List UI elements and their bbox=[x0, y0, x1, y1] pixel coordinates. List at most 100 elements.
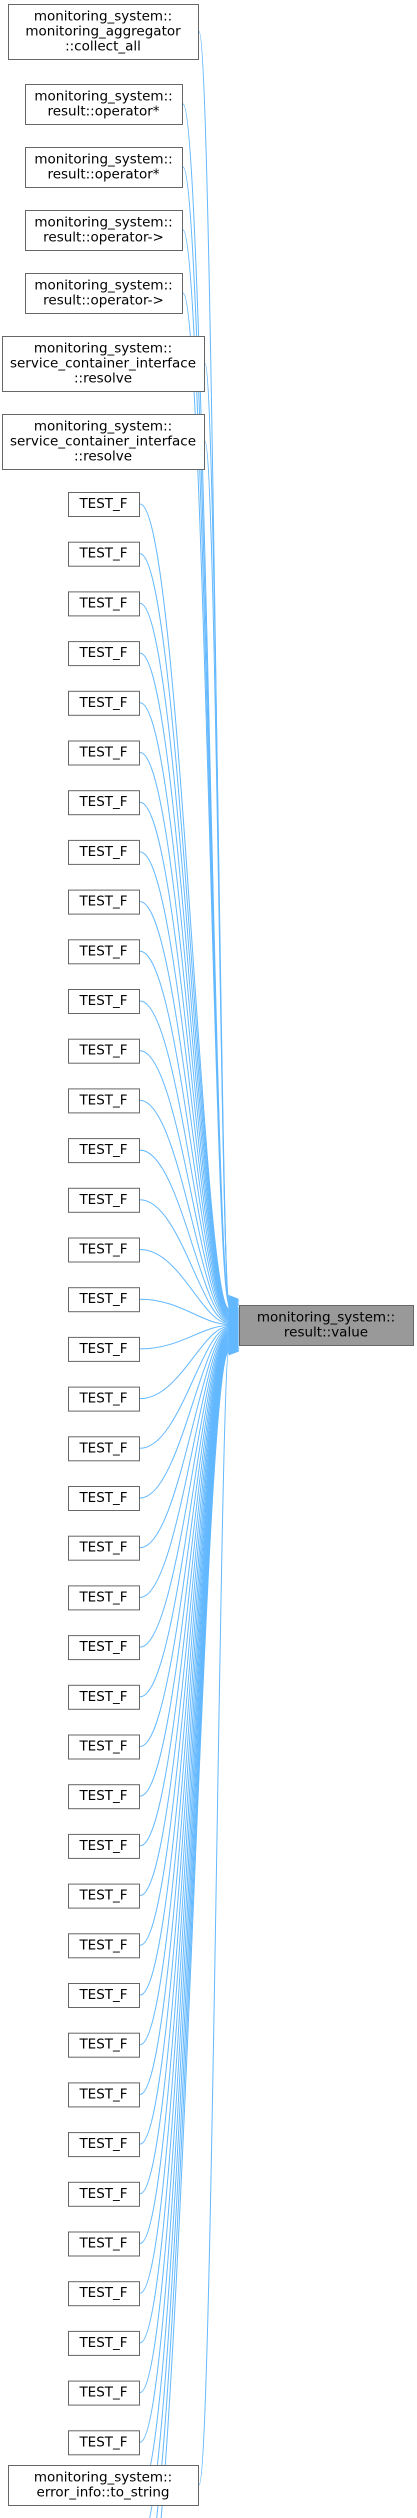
caller-node[interactable]: TEST_F bbox=[69, 2182, 140, 2206]
caller-node-label: TEST_F bbox=[78, 1589, 127, 1605]
caller-node[interactable]: TEST_F bbox=[69, 2033, 140, 2057]
target-node-label: monitoring_system:: bbox=[257, 1310, 395, 1326]
call-edge bbox=[140, 504, 229, 1309]
caller-node[interactable]: TEST_F bbox=[69, 1934, 140, 1958]
caller-node[interactable]: TEST_F bbox=[69, 2133, 140, 2157]
caller-node[interactable]: TEST_F bbox=[69, 1089, 140, 1113]
caller-node-label: monitoring_system:: bbox=[34, 89, 172, 105]
caller-node[interactable]: TEST_F bbox=[69, 1487, 140, 1511]
caller-node[interactable]: TEST_F bbox=[69, 1785, 140, 1809]
caller-node[interactable]: TEST_F bbox=[69, 1437, 140, 1461]
caller-node[interactable]: monitoring_system::result::operator* bbox=[26, 85, 183, 125]
caller-node-label: ::collect_all bbox=[65, 39, 141, 55]
caller-node[interactable]: TEST_F bbox=[69, 1735, 140, 1759]
caller-node-label: TEST_F bbox=[78, 1440, 127, 1456]
caller-node-label: result::operator* bbox=[47, 167, 159, 183]
caller-node-label: TEST_F bbox=[78, 1242, 127, 1258]
caller-node-label: TEST_F bbox=[78, 1937, 127, 1953]
caller-node-label: ::resolve bbox=[74, 371, 132, 387]
caller-node-label: TEST_F bbox=[78, 1888, 127, 1904]
caller-node-label: monitoring_system:: bbox=[34, 152, 172, 168]
caller-node-label: TEST_F bbox=[78, 1142, 127, 1158]
caller-node[interactable]: monitoring_system::service_container_int… bbox=[3, 415, 205, 470]
caller-node-label: TEST_F bbox=[78, 595, 127, 611]
caller-node-label: TEST_F bbox=[78, 2086, 127, 2102]
caller-node[interactable]: TEST_F bbox=[69, 890, 140, 914]
caller-node[interactable]: TEST_F bbox=[69, 990, 140, 1014]
caller-node[interactable]: TEST_F bbox=[69, 2083, 140, 2107]
caller-node-label: TEST_F bbox=[78, 1391, 127, 1407]
caller-node[interactable]: TEST_F bbox=[69, 1884, 140, 1908]
caller-node[interactable]: TEST_F bbox=[69, 1139, 140, 1163]
caller-node-label: TEST_F bbox=[78, 546, 127, 562]
caller-node-label: monitoring_system:: bbox=[34, 215, 172, 231]
caller-node-label: TEST_F bbox=[78, 794, 127, 810]
caller-node[interactable]: TEST_F bbox=[69, 592, 140, 616]
caller-node[interactable]: TEST_F bbox=[69, 2431, 140, 2455]
call-edge bbox=[140, 1150, 229, 1321]
edges-layer bbox=[140, 32, 238, 2518]
target-node[interactable]: monitoring_system::result::value bbox=[240, 1306, 414, 1346]
caller-node-label: result::operator-> bbox=[43, 230, 164, 246]
caller-node[interactable]: TEST_F bbox=[69, 1188, 140, 1212]
caller-node[interactable]: monitoring_system::result::operator* bbox=[26, 148, 183, 188]
caller-node-label: TEST_F bbox=[78, 1092, 127, 1108]
caller-node-label: monitoring_system:: bbox=[34, 419, 172, 435]
caller-node[interactable]: TEST_F bbox=[69, 642, 140, 666]
caller-node-label: monitoring_aggregator bbox=[25, 24, 181, 40]
caller-node-label: TEST_F bbox=[78, 1341, 127, 1357]
caller-node[interactable]: TEST_F bbox=[69, 1834, 140, 1858]
caller-node[interactable]: TEST_F bbox=[69, 741, 140, 765]
caller-node[interactable]: TEST_F bbox=[69, 1238, 140, 1262]
caller-node-label: TEST_F bbox=[78, 844, 127, 860]
caller-node[interactable]: TEST_F bbox=[69, 1685, 140, 1709]
caller-node-label: TEST_F bbox=[78, 2385, 127, 2401]
caller-node[interactable]: TEST_F bbox=[69, 1636, 140, 1660]
caller-node-label: TEST_F bbox=[78, 1838, 127, 1854]
caller-node[interactable]: TEST_F bbox=[69, 542, 140, 566]
caller-node[interactable]: TEST_F bbox=[69, 940, 140, 964]
caller-node-label: TEST_F bbox=[78, 943, 127, 959]
caller-node[interactable]: TEST_F bbox=[69, 2282, 140, 2306]
caller-node[interactable]: monitoring_system::monitoring_aggregator… bbox=[9, 5, 199, 60]
caller-node[interactable]: TEST_F bbox=[69, 2331, 140, 2355]
caller-node[interactable]: TEST_F bbox=[69, 1984, 140, 2008]
caller-node[interactable]: TEST_F bbox=[69, 1288, 140, 1312]
caller-node-label: TEST_F bbox=[78, 1689, 127, 1705]
caller-node-label: TEST_F bbox=[78, 894, 127, 910]
caller-node[interactable]: TEST_F bbox=[69, 1337, 140, 1361]
caller-node-label: monitoring_system:: bbox=[34, 278, 172, 294]
caller-node-label: error_info::to_string bbox=[37, 2485, 170, 2501]
caller-node-label: monitoring_system:: bbox=[34, 2470, 172, 2486]
caller-node[interactable]: TEST_F bbox=[69, 1039, 140, 1063]
caller-node-label: TEST_F bbox=[78, 1192, 127, 1208]
caller-node[interactable]: monitoring_system::service_container_int… bbox=[3, 337, 205, 392]
caller-node-label: TEST_F bbox=[78, 2434, 127, 2450]
caller-node[interactable]: monitoring_system::result::operator-> bbox=[26, 274, 183, 314]
caller-node-label: ::resolve bbox=[74, 449, 132, 465]
caller-node-label: TEST_F bbox=[78, 695, 127, 711]
caller-node-label: result::operator-> bbox=[43, 293, 164, 309]
caller-node[interactable]: TEST_F bbox=[69, 2232, 140, 2256]
caller-node[interactable]: TEST_F bbox=[69, 791, 140, 815]
caller-node[interactable]: monitoring_system::error_info::to_string bbox=[9, 2466, 199, 2506]
caller-node-label: service_container_interface bbox=[10, 434, 196, 450]
caller-node-label: service_container_interface bbox=[10, 356, 196, 372]
caller-node[interactable]: TEST_F bbox=[69, 2381, 140, 2405]
caller-node[interactable]: TEST_F bbox=[69, 1586, 140, 1610]
caller-node-label: TEST_F bbox=[78, 993, 127, 1009]
caller-node[interactable]: TEST_F bbox=[69, 493, 140, 517]
caller-node[interactable]: TEST_F bbox=[69, 840, 140, 864]
target-node-label: result::value bbox=[284, 1325, 368, 1341]
caller-node-label: TEST_F bbox=[78, 645, 127, 661]
caller-node[interactable]: TEST_F bbox=[69, 1387, 140, 1411]
caller-node-label: TEST_F bbox=[78, 1788, 127, 1804]
caller-node-label: TEST_F bbox=[78, 2285, 127, 2301]
caller-node-label: TEST_F bbox=[78, 1043, 127, 1059]
caller-node[interactable]: TEST_F bbox=[69, 691, 140, 715]
caller-node-label: monitoring_system:: bbox=[34, 9, 172, 25]
caller-node[interactable]: monitoring_system::result::operator-> bbox=[26, 211, 183, 251]
caller-node[interactable]: TEST_F bbox=[69, 1536, 140, 1560]
caller-node-label: TEST_F bbox=[78, 1490, 127, 1506]
